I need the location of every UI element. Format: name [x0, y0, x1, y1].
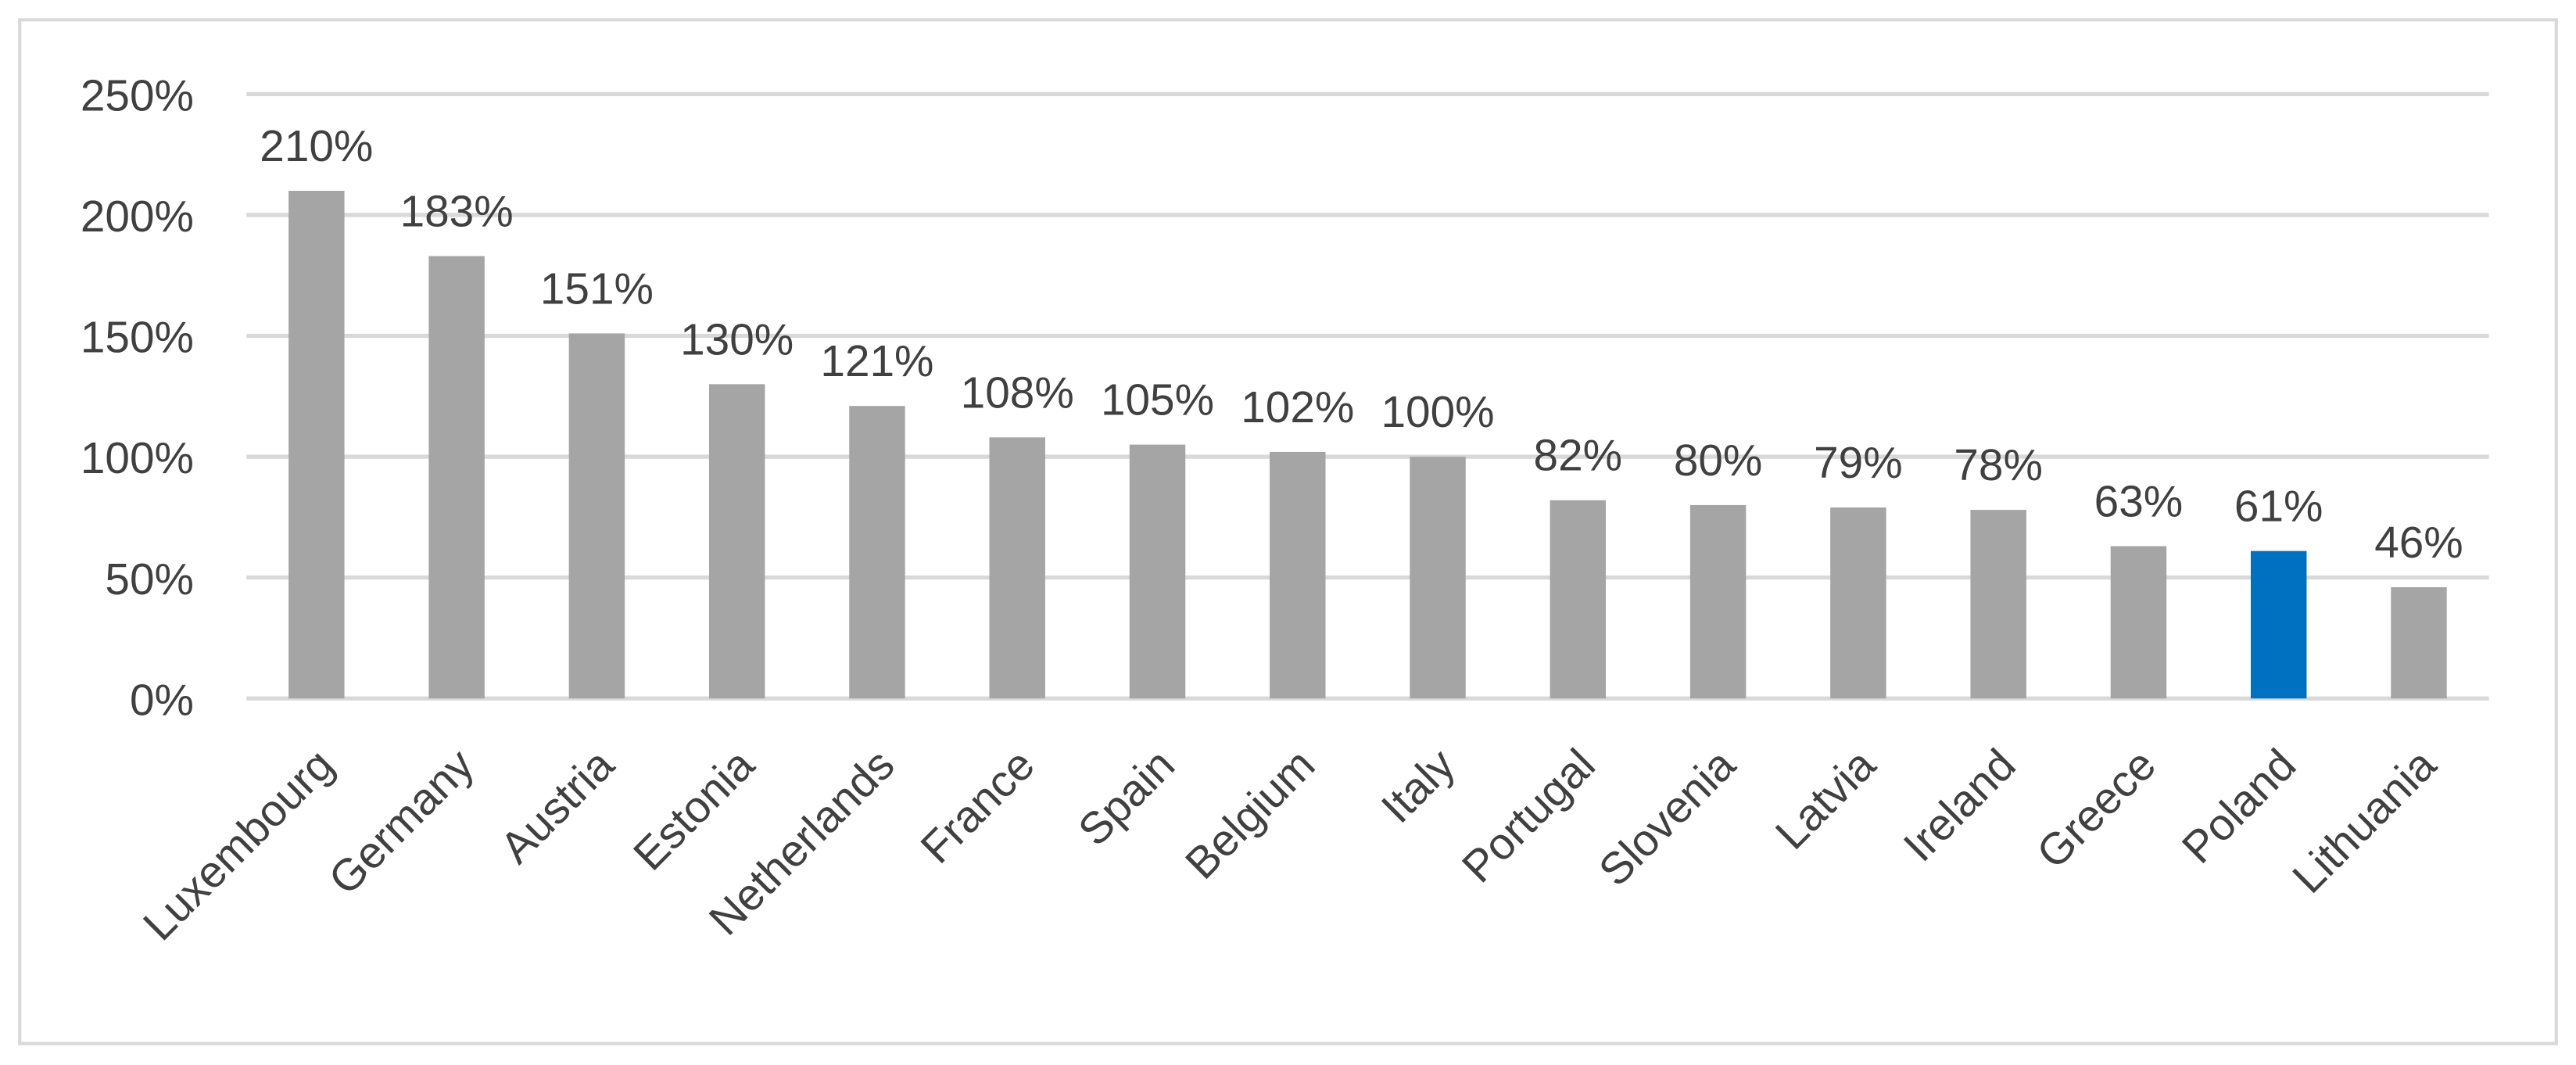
bar — [568, 333, 625, 699]
y-tick-label: 50% — [105, 555, 194, 604]
data-label: 79% — [1814, 439, 1903, 488]
bar — [428, 256, 485, 699]
data-label: 102% — [1241, 383, 1354, 432]
data-label: 105% — [1101, 375, 1214, 425]
bar — [1970, 510, 2026, 699]
data-label: 80% — [1674, 436, 1763, 486]
data-label: 130% — [680, 315, 794, 364]
y-tick-label: 0% — [130, 676, 194, 725]
data-label: 82% — [1534, 432, 1623, 481]
data-label: 78% — [1954, 441, 2043, 490]
data-label: 121% — [820, 337, 933, 386]
data-label: 63% — [2094, 477, 2184, 526]
y-tick-label: 200% — [81, 192, 194, 242]
data-label: 61% — [2234, 482, 2323, 532]
bar — [1550, 500, 1607, 699]
data-label: 46% — [2374, 518, 2463, 568]
y-tick-label: 150% — [81, 314, 194, 363]
bar — [1830, 507, 1886, 699]
data-label: 100% — [1381, 388, 1495, 437]
y-tick-label: 100% — [81, 434, 194, 483]
bar — [2391, 587, 2447, 699]
bar — [1270, 451, 1326, 699]
data-label: 183% — [400, 187, 514, 236]
bar — [2110, 546, 2167, 699]
data-label: 151% — [540, 264, 654, 314]
bar — [288, 191, 345, 699]
data-label: 210% — [260, 122, 373, 171]
bar — [2250, 550, 2307, 699]
bar — [1689, 504, 1747, 699]
data-label: 108% — [961, 368, 1074, 418]
bar — [1129, 444, 1186, 699]
bar — [1410, 457, 1466, 699]
bar — [989, 437, 1045, 699]
bar — [849, 406, 905, 699]
y-tick-label: 250% — [81, 71, 194, 120]
bar — [708, 384, 765, 699]
